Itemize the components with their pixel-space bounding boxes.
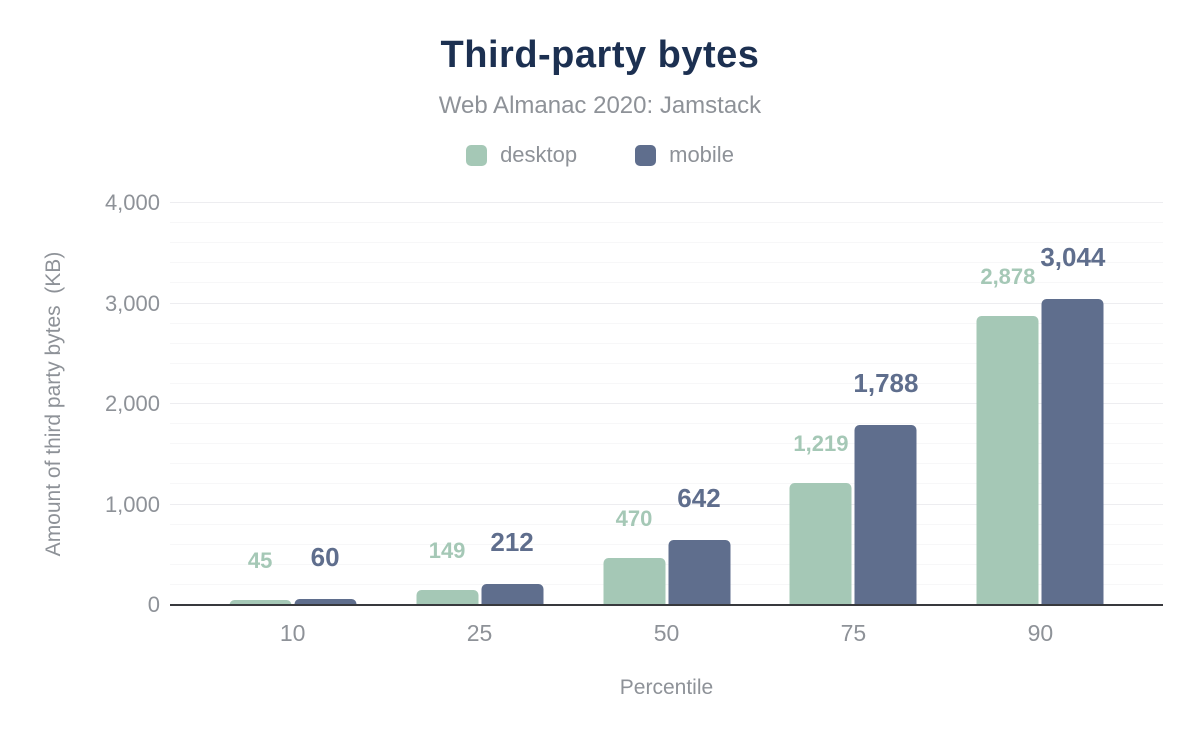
y-axis-tick-label: 2,000 xyxy=(104,391,160,416)
y-axis-tick-label: 0 xyxy=(147,592,160,617)
gridline xyxy=(170,382,1163,384)
bar-group-50: 470 642 xyxy=(603,483,730,605)
bar-col-mobile-10: 60 xyxy=(294,542,357,605)
y-axis-tick-label: 1,000 xyxy=(104,491,160,517)
gridline xyxy=(170,463,1163,465)
gridline xyxy=(170,322,1163,324)
gridline xyxy=(170,222,1163,224)
bar-desktop-p10[interactable] xyxy=(229,600,292,605)
bar-value-label-mobile-p25: 212 xyxy=(490,526,534,557)
x-axis-tick-label-50: 50 xyxy=(653,620,680,646)
desktop-swatch-icon xyxy=(466,144,488,166)
y-axis-tick-label: 3,000 xyxy=(104,290,160,316)
bar-value-label-desktop-p90: 2,878 xyxy=(980,263,1036,289)
bar-group-75: 1,219 1,788 xyxy=(789,368,918,605)
chart-subtitle: Web Almanac 2020: Jamstack xyxy=(438,92,762,119)
bar-mobile-p10[interactable] xyxy=(294,598,357,605)
bar-group-90: 2,878 3,044 xyxy=(976,242,1105,605)
gridline xyxy=(170,242,1163,244)
bar-value-label-mobile-p90: 3,044 xyxy=(1040,242,1106,273)
bar-col-desktop-25: 149 xyxy=(416,538,479,605)
x-axis-tick-label-75: 75 xyxy=(840,620,867,646)
bar-value-label-mobile-p10: 60 xyxy=(310,541,340,572)
x-axis-line xyxy=(170,604,1163,606)
gridline xyxy=(170,483,1163,485)
bar-value-label-desktop-p50: 470 xyxy=(615,505,653,531)
gridline xyxy=(170,342,1163,344)
bar-value-label-desktop-p25: 149 xyxy=(428,538,466,564)
plot-area: 45 60 149 212 470 642 1,219 1,788 2,878 3,044 xyxy=(170,202,1163,606)
x-axis-title: Percentile xyxy=(619,676,714,699)
gridline xyxy=(170,202,1163,203)
gridline xyxy=(170,302,1163,304)
bar-desktop-p90[interactable] xyxy=(976,315,1039,605)
bar-group-25: 149 212 xyxy=(416,527,544,605)
bar-mobile-p90[interactable] xyxy=(1041,299,1104,605)
bar-col-mobile-90: 3,044 xyxy=(1040,242,1105,605)
bar-col-desktop-75: 1,219 xyxy=(789,431,852,605)
bar-value-label-desktop-p10: 45 xyxy=(247,548,273,574)
bar-col-mobile-75: 1,788 xyxy=(853,368,918,605)
mobile-swatch-icon xyxy=(635,144,657,166)
x-axis-ticks: 10 25 50 75 90 xyxy=(170,620,1163,650)
x-axis-tick-label-90: 90 xyxy=(1027,620,1054,646)
bar-desktop-p75[interactable] xyxy=(789,482,852,605)
gridline xyxy=(170,362,1163,364)
gridline xyxy=(170,423,1163,425)
gridline xyxy=(170,262,1163,264)
gridline xyxy=(170,563,1163,565)
bar-desktop-p50[interactable] xyxy=(603,557,665,605)
bar-value-label-mobile-p75: 1,788 xyxy=(853,368,919,399)
bar-col-mobile-50: 642 xyxy=(668,483,730,605)
bar-col-desktop-50: 470 xyxy=(603,506,665,605)
legend-label-desktop: desktop xyxy=(500,142,578,167)
x-axis-tick-label-25: 25 xyxy=(466,620,493,646)
gridline xyxy=(170,523,1163,525)
bar-desktop-p25[interactable] xyxy=(416,590,479,605)
bar-col-mobile-25: 212 xyxy=(481,527,544,605)
bar-col-desktop-10: 45 xyxy=(229,548,292,605)
legend-label-mobile: mobile xyxy=(669,142,734,167)
bar-mobile-p50[interactable] xyxy=(668,540,730,605)
x-axis-tick-label-10: 10 xyxy=(279,620,306,646)
bar-mobile-p25[interactable] xyxy=(481,583,544,605)
gridline xyxy=(170,583,1163,585)
bar-group-10: 45 60 xyxy=(229,542,357,605)
gridline xyxy=(170,443,1163,445)
gridline xyxy=(170,403,1163,404)
bar-value-label-desktop-p75: 1,219 xyxy=(793,430,849,456)
legend-item-desktop[interactable]: desktop xyxy=(466,142,577,168)
gridline xyxy=(170,282,1163,284)
bar-value-label-mobile-p50: 642 xyxy=(677,483,721,514)
chart-title: Third-party bytes xyxy=(440,34,760,76)
bar-col-desktop-90: 2,878 xyxy=(976,264,1039,605)
bar-mobile-p75[interactable] xyxy=(854,425,917,605)
gridline xyxy=(170,503,1163,505)
y-axis-tick-label: 4,000 xyxy=(104,190,160,215)
legend-item-mobile[interactable]: mobile xyxy=(635,142,734,168)
gridline xyxy=(170,543,1163,545)
legend: desktop mobile xyxy=(0,142,1200,168)
